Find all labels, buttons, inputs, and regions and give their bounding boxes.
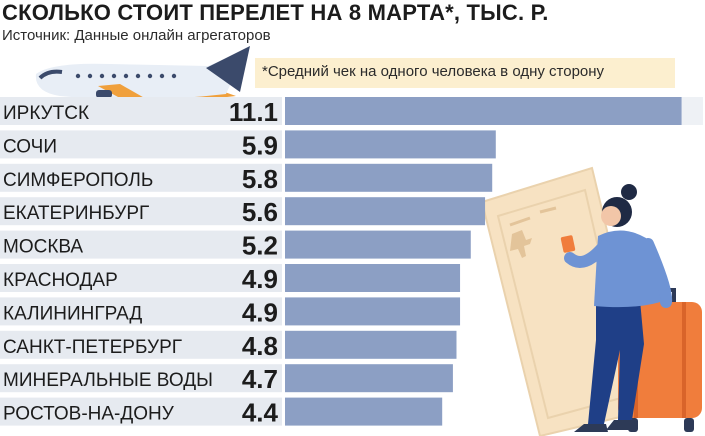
bar-row: МИНЕРАЛЬНЫЕ ВОДЫ 4.7 bbox=[0, 364, 453, 394]
row-band bbox=[0, 330, 282, 359]
bar-row: ЕКАТЕРИНБУРГ 5.6 bbox=[0, 197, 486, 227]
bar bbox=[285, 197, 486, 226]
bar-row: СИМФЕРОПОЛЬ 5.8 bbox=[0, 163, 493, 194]
source-text: Источник: Данные онлайн агрегаторов bbox=[2, 27, 271, 44]
bar bbox=[285, 264, 461, 292]
plane-window bbox=[135, 73, 141, 79]
value-label: 11.1 bbox=[229, 97, 278, 127]
woman-with-ticket-and-suitcase-illustration bbox=[480, 166, 702, 436]
plane-window bbox=[111, 73, 117, 79]
woman-hair-bun bbox=[621, 184, 637, 200]
value-label: 5.8 bbox=[242, 164, 278, 194]
row-band bbox=[0, 297, 282, 326]
woman-arm bbox=[642, 238, 673, 308]
ticket-marks bbox=[509, 206, 557, 227]
row-band bbox=[0, 264, 282, 292]
bar-row: МОСКВА 5.2 bbox=[0, 230, 471, 261]
plane-window bbox=[99, 73, 105, 79]
category-label: ИРКУТСК bbox=[3, 103, 89, 124]
bar-row: КАЛИНИНГРАД 4.9 bbox=[0, 297, 461, 327]
plane-fuselage bbox=[35, 50, 246, 100]
value-label: 5.6 bbox=[242, 197, 278, 227]
suitcase-wheel bbox=[684, 418, 694, 432]
shoe bbox=[574, 424, 608, 432]
chart-title: СКОЛЬКО СТОИТ ПЕРЕЛЕТ НА 8 МАРТА*, ТЫС. … bbox=[2, 0, 549, 25]
category-label: КРАСНОДАР bbox=[3, 270, 118, 291]
plane-window bbox=[75, 73, 81, 79]
row-band bbox=[0, 197, 282, 226]
row-band bbox=[0, 163, 282, 192]
plane-tail bbox=[206, 46, 250, 92]
footnote-box bbox=[255, 58, 675, 88]
value-label: 5.9 bbox=[242, 130, 278, 160]
value-label: 5.2 bbox=[242, 231, 278, 261]
bar bbox=[285, 330, 457, 359]
bar-row: САНКТ-ПЕТЕРБУРГ 4.8 bbox=[0, 330, 457, 361]
bar-row: КРАСНОДАР 4.9 bbox=[0, 264, 461, 294]
bar bbox=[285, 397, 443, 426]
bar-row: ИРКУТСК 11.1 bbox=[0, 97, 703, 127]
bar bbox=[285, 230, 471, 259]
bar bbox=[285, 163, 493, 192]
row-band bbox=[0, 397, 282, 426]
bar-row: СОЧИ 5.9 bbox=[0, 130, 496, 160]
value-label: 4.4 bbox=[242, 398, 279, 428]
value-label: 4.7 bbox=[242, 364, 278, 394]
bar-row: РОСТОВ-НА-ДОНУ 4.4 bbox=[0, 397, 443, 428]
plane-window bbox=[147, 73, 153, 79]
plane-window bbox=[159, 73, 165, 79]
bar bbox=[285, 297, 461, 326]
row-band bbox=[0, 97, 282, 125]
woman-face bbox=[601, 206, 621, 226]
category-label: МОСКВА bbox=[3, 237, 83, 258]
category-label: СОЧИ bbox=[3, 136, 57, 157]
ticket-plane-icon bbox=[510, 230, 532, 258]
bar bbox=[285, 364, 453, 393]
value-label: 4.8 bbox=[242, 331, 278, 361]
footnote-text: *Средний чек на одного человека в одну с… bbox=[262, 63, 605, 80]
plane-engine bbox=[96, 90, 112, 98]
row-band bbox=[0, 230, 282, 259]
woman-legs bbox=[588, 300, 644, 424]
category-label: САНКТ-ПЕТЕРБУРГ bbox=[3, 337, 182, 358]
shoe bbox=[606, 420, 636, 430]
row-band bbox=[0, 130, 282, 159]
category-label: КАЛИНИНГРАД bbox=[3, 303, 142, 324]
category-label: МИНЕРАЛЬНЫЕ ВОДЫ bbox=[3, 370, 213, 391]
woman-arm bbox=[564, 240, 610, 268]
bar bbox=[285, 130, 496, 159]
row-band bbox=[0, 364, 282, 393]
passport bbox=[560, 235, 576, 253]
value-label: 4.9 bbox=[242, 264, 278, 294]
category-label: ЕКАТЕРИНБУРГ bbox=[3, 203, 149, 224]
bar bbox=[285, 97, 682, 125]
plane-window bbox=[123, 73, 129, 79]
value-label: 4.9 bbox=[242, 297, 278, 327]
plane-window bbox=[171, 73, 177, 79]
category-label: РОСТОВ-НА-ДОНУ bbox=[3, 404, 175, 425]
plane-cockpit bbox=[38, 69, 63, 80]
category-label: СИМФЕРОПОЛЬ bbox=[3, 170, 153, 191]
plane-window bbox=[87, 73, 93, 79]
